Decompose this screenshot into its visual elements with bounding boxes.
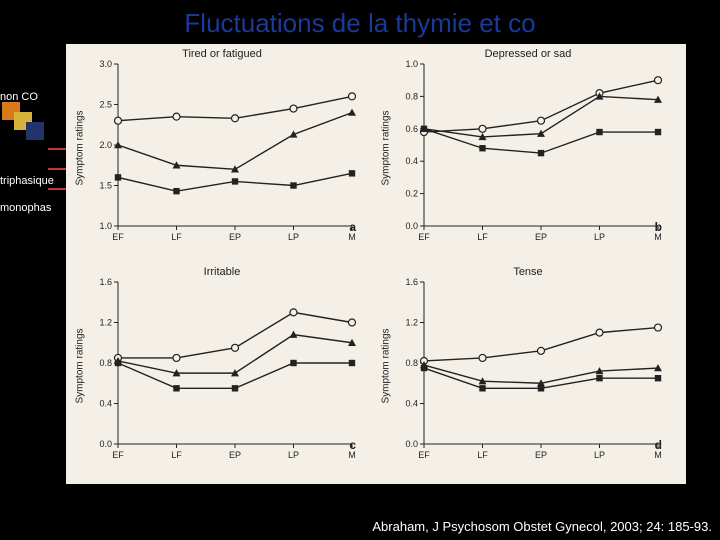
panel-d: 0.00.40.81.21.6EFLFEPLPM Tense Symptom r…: [388, 266, 668, 466]
panel-letter: b: [655, 220, 662, 234]
decor-block: [26, 122, 44, 140]
panel-title: Tense: [388, 266, 668, 278]
svg-text:0.0: 0.0: [99, 439, 112, 449]
y-axis-label: Symptom ratings: [75, 110, 86, 185]
svg-text:LF: LF: [477, 232, 488, 242]
svg-text:EP: EP: [535, 450, 547, 460]
svg-text:EP: EP: [229, 232, 241, 242]
svg-text:EF: EF: [112, 232, 124, 242]
svg-text:LP: LP: [288, 232, 299, 242]
svg-text:1.6: 1.6: [99, 277, 112, 287]
svg-text:LP: LP: [288, 450, 299, 460]
svg-text:0.8: 0.8: [405, 91, 418, 101]
svg-text:2.0: 2.0: [99, 140, 112, 150]
svg-text:LP: LP: [594, 232, 605, 242]
svg-text:LF: LF: [477, 450, 488, 460]
panel-title: Irritable: [82, 266, 362, 278]
panel-title: Tired or fatigued: [82, 48, 362, 60]
svg-text:LF: LF: [171, 232, 182, 242]
page-title: Fluctuations de la thymie et co: [0, 8, 720, 39]
y-axis-label: Symptom ratings: [381, 328, 392, 403]
svg-text:1.0: 1.0: [405, 59, 418, 69]
side-label-triphasique: triphasique: [0, 175, 54, 187]
panel-b: 0.00.20.40.60.81.0EFLFEPLPM Depressed or…: [388, 48, 668, 248]
side-labels: non CO triphasique monophas: [0, 0, 60, 540]
panel-letter: c: [349, 438, 356, 452]
panel-letter: a: [349, 220, 356, 234]
svg-text:EP: EP: [229, 450, 241, 460]
svg-text:1.5: 1.5: [99, 181, 112, 191]
svg-text:1.0: 1.0: [99, 221, 112, 231]
svg-text:0.0: 0.0: [405, 221, 418, 231]
svg-text:LP: LP: [594, 450, 605, 460]
svg-text:1.2: 1.2: [405, 318, 418, 328]
svg-text:0.4: 0.4: [99, 399, 112, 409]
svg-text:1.6: 1.6: [405, 277, 418, 287]
svg-text:0.6: 0.6: [405, 124, 418, 134]
svg-text:0.2: 0.2: [405, 189, 418, 199]
panel-a: 1.01.52.02.53.0EFLFEPLPM Tired or fatigu…: [82, 48, 362, 248]
svg-text:0.0: 0.0: [405, 439, 418, 449]
svg-text:1.2: 1.2: [99, 318, 112, 328]
svg-text:0.8: 0.8: [405, 358, 418, 368]
svg-text:0.8: 0.8: [99, 358, 112, 368]
figure-area: 1.01.52.02.53.0EFLFEPLPM Tired or fatigu…: [66, 44, 686, 484]
citation: Abraham, J Psychosom Obstet Gynecol, 200…: [372, 519, 712, 534]
svg-text:2.5: 2.5: [99, 100, 112, 110]
svg-text:0.4: 0.4: [405, 399, 418, 409]
y-axis-label: Symptom ratings: [381, 110, 392, 185]
svg-text:LF: LF: [171, 450, 182, 460]
panel-title: Depressed or sad: [388, 48, 668, 60]
svg-text:0.4: 0.4: [405, 156, 418, 166]
y-axis-label: Symptom ratings: [75, 328, 86, 403]
svg-text:EF: EF: [112, 450, 124, 460]
panel-letter: d: [655, 438, 662, 452]
svg-text:EP: EP: [535, 232, 547, 242]
panel-c: 0.00.40.81.21.6EFLFEPLPM Irritable Sympt…: [82, 266, 362, 466]
side-label-monophas: monophas: [0, 202, 51, 214]
svg-text:EF: EF: [418, 450, 430, 460]
svg-text:EF: EF: [418, 232, 430, 242]
svg-text:3.0: 3.0: [99, 59, 112, 69]
